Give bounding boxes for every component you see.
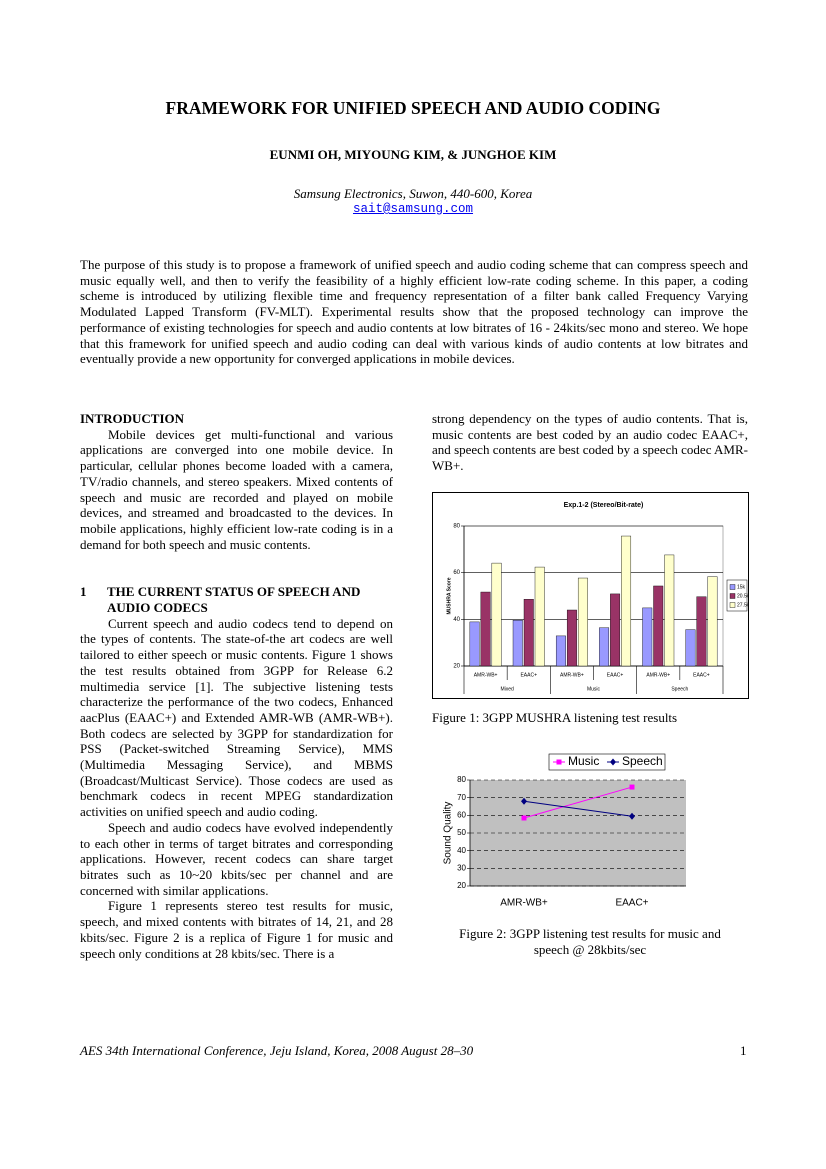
figure-caption: Figure 2: 3GPP listening test results fo… bbox=[459, 926, 721, 957]
marker bbox=[521, 815, 527, 821]
paragraph: strong dependency on the types of audio … bbox=[432, 411, 748, 474]
left-column: INTRODUCTION Mobile devices get multi-fu… bbox=[80, 411, 393, 961]
bar bbox=[685, 629, 696, 667]
bar bbox=[566, 609, 577, 667]
group-label: Speech bbox=[671, 686, 688, 692]
footer: AES 34th International Conference, Jeju … bbox=[80, 1043, 474, 1058]
legend-label: 15k bbox=[737, 584, 746, 590]
section-number: 1 bbox=[80, 584, 87, 600]
group-label: Music bbox=[587, 686, 601, 692]
bar bbox=[621, 535, 632, 667]
bar bbox=[523, 599, 534, 667]
x-tick-label: EAAC+ bbox=[607, 672, 624, 678]
legend-box bbox=[726, 579, 748, 612]
bar bbox=[555, 635, 566, 667]
x-tick-label: AMR-WB+ bbox=[474, 672, 498, 678]
legend-label: 20.5k bbox=[737, 593, 749, 599]
line bbox=[523, 800, 633, 817]
bar bbox=[491, 562, 502, 667]
bar bbox=[653, 585, 664, 667]
x-tick-label: EAAC+ bbox=[520, 672, 537, 678]
legend-marker bbox=[610, 758, 616, 766]
x-tick-label: EAAC+ bbox=[693, 672, 710, 678]
y-axis-label: Sound Quality bbox=[443, 802, 454, 865]
line bbox=[523, 786, 633, 819]
marker bbox=[629, 812, 635, 820]
plot-area bbox=[463, 525, 724, 667]
marker bbox=[629, 784, 635, 790]
paragraph: Figure 1 represents stereo test results … bbox=[80, 898, 393, 961]
section-heading: INTRODUCTION bbox=[80, 411, 185, 426]
y-tick-label: 50 bbox=[457, 828, 466, 837]
y-tick-label: 60 bbox=[453, 570, 460, 576]
paragraph: Speech and audio codecs have evolved ind… bbox=[80, 819, 393, 898]
legend-label: Speech bbox=[622, 754, 663, 768]
y-tick-label: 60 bbox=[457, 810, 466, 819]
y-tick-label: 70 bbox=[457, 793, 466, 802]
paragraph: Mobile devices get multi-functional and … bbox=[80, 426, 393, 552]
legend-label: Music bbox=[568, 754, 599, 768]
y-tick-label: 80 bbox=[453, 524, 460, 530]
bar bbox=[512, 620, 523, 667]
bar bbox=[577, 577, 588, 667]
legend-swatch bbox=[729, 593, 736, 599]
section-heading: 1 THE CURRENT STATUS OF SPEECH AND AUDIO… bbox=[80, 584, 393, 615]
paragraph: Current speech and audio codecs tend to … bbox=[80, 615, 393, 820]
section-title: THE CURRENT STATUS OF SPEECH AND AUDIO C… bbox=[107, 584, 361, 616]
bar bbox=[469, 621, 480, 667]
bar bbox=[534, 566, 545, 667]
bar bbox=[664, 554, 675, 667]
x-tick-label: EAAC+ bbox=[615, 898, 648, 909]
marker bbox=[521, 797, 527, 805]
bar bbox=[642, 607, 653, 667]
legend-label: 27.5k bbox=[737, 602, 749, 608]
affiliation: Samsung Electronics, Suwon, 440-600, Kor… bbox=[293, 186, 533, 201]
legend-swatch bbox=[729, 584, 736, 590]
y-tick-label: 40 bbox=[457, 846, 466, 855]
authors: EUNMI OH, MIYOUNG KIM, & JUNGHOE KIM bbox=[269, 147, 557, 162]
y-tick-label: 20 bbox=[457, 881, 466, 890]
chart-title: Exp.1-2 (Stereo/Bit-rate) bbox=[564, 502, 644, 509]
group-label: Mixed bbox=[500, 686, 514, 692]
figure-caption: Figure 1: 3GPP MUSHRA listening test res… bbox=[432, 710, 678, 725]
bar bbox=[599, 627, 610, 667]
page-number: 1 bbox=[740, 1043, 747, 1058]
y-tick-label: 40 bbox=[453, 617, 460, 623]
bar bbox=[480, 591, 491, 667]
x-tick-label: AMR-WB+ bbox=[646, 672, 670, 678]
email[interactable]: sait@samsung.com bbox=[352, 202, 474, 216]
abstract: The purpose of this study is to propose … bbox=[80, 257, 748, 367]
legend-marker bbox=[556, 759, 562, 765]
bar bbox=[696, 596, 707, 667]
x-tick-label: AMR-WB+ bbox=[560, 672, 584, 678]
x-tick-label: AMR-WB+ bbox=[500, 898, 548, 909]
figure-2-chart: Sound Quality 20 30 40 50 60 70 80 AMR-WB+ EAAC+ M… bbox=[443, 753, 686, 909]
legend-swatch bbox=[729, 602, 736, 608]
bar bbox=[707, 576, 718, 667]
y-tick-label: 20 bbox=[453, 664, 460, 670]
y-axis-label: MUSHRA Score bbox=[446, 577, 452, 614]
paper-title: FRAMEWORK FOR UNIFIED SPEECH AND AUDIO C… bbox=[165, 98, 661, 118]
bar bbox=[610, 593, 621, 667]
y-tick-label: 30 bbox=[457, 863, 466, 872]
figure-1-chart: Exp.1-2 (Stereo/Bit-rate) MUSHRA Score 20 4… bbox=[432, 492, 749, 699]
y-tick-label: 80 bbox=[457, 775, 466, 784]
